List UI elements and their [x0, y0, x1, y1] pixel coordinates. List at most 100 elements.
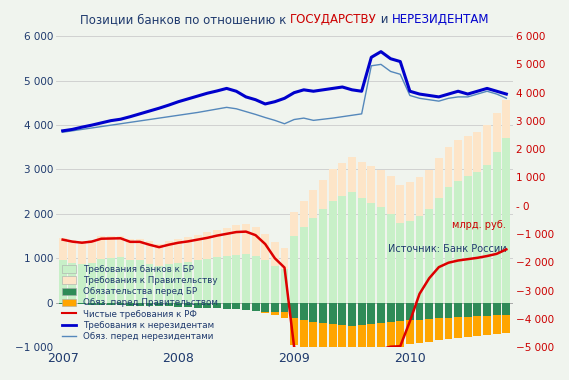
Bar	[377, 170, 385, 207]
Text: Позиции банков по отношению к: Позиции банков по отношению к	[80, 13, 290, 26]
Bar	[377, 303, 385, 323]
Bar	[222, 256, 230, 303]
Bar	[107, 258, 115, 303]
Bar	[464, 317, 472, 337]
Bar	[368, 324, 376, 353]
Bar	[107, 303, 115, 305]
Bar	[136, 303, 144, 306]
Bar	[165, 241, 173, 264]
Bar	[415, 320, 423, 343]
Bar	[290, 212, 298, 236]
Bar	[464, 176, 472, 303]
Bar	[415, 177, 423, 216]
Bar	[203, 303, 211, 308]
Text: и: и	[377, 13, 392, 26]
Bar	[339, 303, 347, 325]
Bar	[155, 303, 163, 306]
Bar	[136, 239, 144, 261]
Bar	[483, 165, 491, 303]
Bar	[242, 303, 250, 310]
Bar	[117, 303, 125, 306]
Bar	[377, 207, 385, 303]
Bar	[78, 264, 86, 303]
Bar	[175, 263, 182, 303]
Bar	[97, 259, 105, 303]
Bar	[454, 303, 462, 317]
Bar	[300, 303, 308, 320]
Bar	[483, 303, 491, 316]
Bar	[213, 257, 221, 303]
Bar	[97, 236, 105, 259]
Bar	[406, 220, 414, 303]
Bar	[117, 236, 125, 257]
Bar	[406, 320, 414, 345]
Bar	[193, 303, 201, 307]
Bar	[271, 303, 279, 312]
Bar	[406, 182, 414, 220]
Bar	[396, 185, 404, 223]
Bar	[444, 318, 452, 339]
Bar	[88, 303, 96, 305]
Bar	[319, 303, 327, 323]
Bar	[251, 227, 259, 256]
Bar	[251, 256, 259, 303]
Bar	[454, 139, 462, 180]
Legend: Требования банков к БР, Требования к Правительству, Обязательства перед БР, Обяз: Требования банков к БР, Требования к Пра…	[60, 263, 220, 343]
Bar	[473, 131, 481, 172]
Bar	[358, 198, 366, 303]
Bar	[454, 317, 462, 337]
Bar	[502, 303, 510, 315]
Bar	[444, 187, 452, 303]
Bar	[348, 157, 356, 192]
Bar	[300, 227, 308, 303]
Bar	[184, 262, 192, 303]
Bar	[155, 266, 163, 303]
Bar	[193, 261, 201, 303]
Bar	[454, 180, 462, 303]
Bar	[88, 240, 96, 263]
Bar	[415, 216, 423, 303]
Bar	[339, 325, 347, 356]
Bar	[281, 312, 288, 318]
Bar	[319, 209, 327, 303]
Bar	[319, 323, 327, 355]
Bar	[232, 225, 240, 255]
Bar	[310, 218, 318, 303]
Bar	[165, 264, 173, 303]
Bar	[464, 303, 472, 317]
Bar	[348, 303, 356, 326]
Bar	[59, 303, 67, 304]
Bar	[213, 230, 221, 257]
Bar	[377, 323, 385, 351]
Bar	[387, 176, 394, 214]
Bar	[271, 242, 279, 266]
Text: НЕРЕЗИДЕНТАМ: НЕРЕЗИДЕНТАМ	[392, 13, 489, 26]
Bar	[155, 244, 163, 266]
Bar	[502, 315, 510, 333]
Bar	[78, 303, 86, 304]
Bar	[483, 125, 491, 165]
Bar	[261, 261, 269, 303]
Bar	[290, 303, 298, 318]
Bar	[425, 170, 433, 209]
Bar	[213, 303, 221, 309]
Bar	[281, 269, 288, 303]
Bar	[339, 196, 347, 303]
Bar	[396, 321, 404, 347]
Bar	[203, 259, 211, 303]
Bar	[68, 240, 76, 263]
Bar	[502, 138, 510, 303]
Bar	[78, 241, 86, 264]
Bar	[261, 234, 269, 261]
Bar	[175, 303, 182, 307]
Text: Источник: Банк России: Источник: Банк России	[387, 244, 506, 255]
Bar	[126, 239, 134, 261]
Bar	[126, 261, 134, 303]
Bar	[290, 236, 298, 303]
Bar	[310, 322, 318, 353]
Bar	[358, 303, 366, 325]
Bar	[88, 263, 96, 303]
Bar	[184, 237, 192, 262]
Bar	[222, 303, 230, 309]
Bar	[271, 312, 279, 315]
